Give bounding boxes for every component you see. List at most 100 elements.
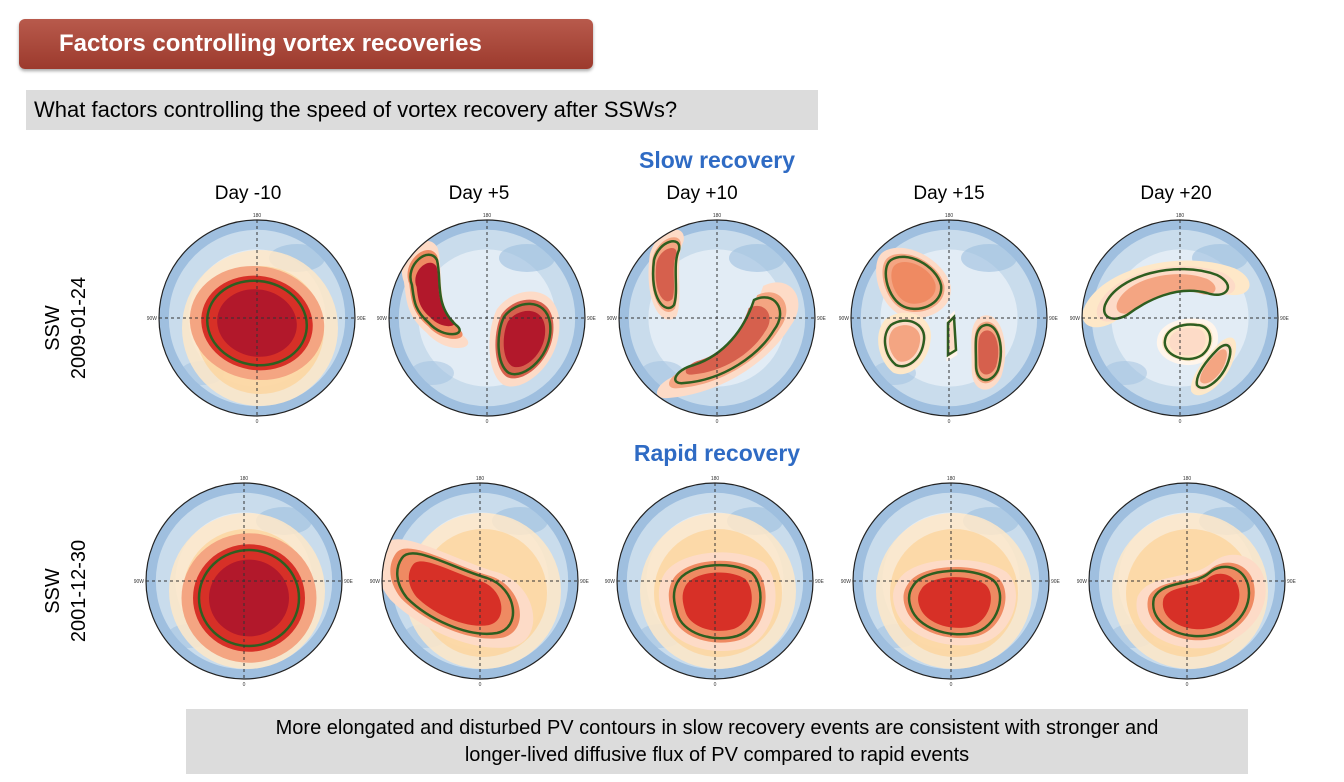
pv-fill [891, 262, 936, 304]
axis-label-left: 90W [1070, 316, 1081, 322]
axis-label-left: 90W [134, 579, 145, 585]
pv-fill [685, 305, 770, 375]
axis-label-right: 90E [1287, 579, 1297, 585]
row-label-rapid-line1: SSW [42, 568, 64, 614]
axis-label-top: 180 [1176, 213, 1185, 219]
map-boundary [388, 219, 586, 417]
pv-fill [1200, 349, 1227, 384]
axis-label-left: 90W [841, 579, 852, 585]
map-slow-day-minus10: 180 0 90W 90E [144, 205, 370, 431]
pv-contour [1163, 323, 1212, 361]
row-label-slow-line1: SSW [42, 305, 64, 351]
map-boundary [145, 482, 343, 680]
map-background [410, 361, 454, 385]
pv-contour [409, 253, 461, 336]
map-background [499, 244, 555, 272]
pv-contour [974, 323, 1003, 382]
row-label-slow: SSW 2009-01-24 [40, 248, 92, 408]
map-boundary [618, 219, 816, 417]
pv-contour [651, 240, 681, 310]
question-text: What factors controlling the speed of vo… [34, 97, 678, 122]
axis-label-left: 90W [147, 316, 158, 322]
pv-contour [205, 279, 309, 367]
polar-map: 180 0 90W 90E [839, 213, 1059, 425]
axis-label-right: 90E [357, 316, 367, 322]
row-label-rapid: SSW 2001-12-30 [40, 511, 92, 671]
axis-label-top: 180 [945, 213, 954, 219]
polar-map: 180 0 90W 90E [147, 213, 367, 425]
axis-label-top: 180 [1183, 476, 1192, 482]
pv-fill [655, 247, 677, 302]
map-boundary [616, 482, 814, 680]
conclusion-box: More elongated and disturbed PV contours… [186, 709, 1248, 774]
map-rapid-day-plus15: 180 0 90W 90E [838, 468, 1064, 694]
conclusion-line1: More elongated and disturbed PV contours… [275, 716, 1159, 739]
axis-label-bottom: 0 [1186, 682, 1189, 688]
map-rapid-day-minus10: 180 0 90W 90E [131, 468, 357, 694]
pv-fill [918, 577, 991, 628]
axis-label-bottom: 0 [714, 682, 717, 688]
pv-contour [1151, 565, 1251, 638]
axis-label-left: 90W [370, 579, 381, 585]
pv-contour [674, 296, 782, 385]
axis-label-right: 90E [344, 579, 354, 585]
axis-label-top: 180 [711, 476, 720, 482]
axis-label-left: 90W [839, 316, 850, 322]
map-boundary [1081, 219, 1279, 417]
day-label-plus15: Day +15 [913, 183, 985, 204]
map-background [729, 244, 785, 272]
day-label-plus10: Day +10 [666, 183, 738, 204]
polar-map: 180 0 90W 90E [607, 213, 827, 425]
slow-recovery-title: Slow recovery [639, 147, 795, 173]
map-boundary [852, 482, 1050, 680]
axis-label-top: 180 [240, 476, 249, 482]
axis-label-bottom: 0 [486, 419, 489, 425]
pv-contour [884, 255, 943, 311]
map-boundary [850, 219, 1048, 417]
axis-label-top: 180 [253, 213, 262, 219]
pv-contour [883, 319, 926, 368]
axis-label-left: 90W [607, 316, 618, 322]
conclusion-line2: longer-lived diffusive flux of PV compar… [464, 743, 970, 766]
title-banner: Factors controlling vortex recoveries [19, 19, 593, 69]
map-slow-day-plus20: 180 0 90W 90E [1067, 205, 1293, 431]
pv-contour [672, 563, 762, 640]
row-label-rapid-line2: 2001-12-30 [68, 539, 90, 643]
pv-contour [197, 548, 301, 648]
pv-fill [888, 325, 921, 362]
axis-label-top: 180 [713, 213, 722, 219]
axis-label-right: 90E [1049, 316, 1059, 322]
axis-label-left: 90W [605, 579, 616, 585]
pv-fill [682, 572, 752, 631]
axis-label-bottom: 0 [479, 682, 482, 688]
question-box: What factors controlling the speed of vo… [26, 90, 818, 130]
pv-fill [408, 561, 502, 626]
axis-label-bottom: 0 [256, 419, 259, 425]
map-slow-day-plus10: 180 0 90W 90E [604, 205, 830, 431]
pv-fill [503, 310, 546, 368]
pv-fill [1169, 327, 1206, 356]
map-background [1103, 361, 1147, 385]
map-rapid-day-plus10: 180 0 90W 90E [602, 468, 828, 694]
pv-fill [209, 559, 289, 637]
axis-label-bottom: 0 [716, 419, 719, 425]
axis-label-bottom: 0 [243, 682, 246, 688]
pv-contour [907, 569, 1002, 636]
row-label-slow-line2: 2009-01-24 [68, 276, 90, 380]
axis-label-right: 90E [1280, 316, 1290, 322]
axis-label-bottom: 0 [948, 419, 951, 425]
day-label-plus5: Day +5 [448, 183, 510, 204]
map-rapid-day-plus5: 180 0 90W 90E [367, 468, 593, 694]
day-label-plus20: Day +20 [1140, 183, 1212, 204]
axis-label-right: 90E [1051, 579, 1061, 585]
map-boundary [1088, 482, 1286, 680]
axis-label-bottom: 0 [950, 682, 953, 688]
polar-map: 180 0 90W 90E [841, 476, 1061, 688]
pv-contour [946, 314, 958, 358]
polar-map: 180 0 90W 90E [134, 476, 354, 688]
axis-label-bottom: 0 [1179, 419, 1182, 425]
pv-contour [396, 552, 515, 636]
polar-map: 180 0 90W 90E [1077, 476, 1297, 688]
axis-label-top: 180 [947, 476, 956, 482]
map-slow-day-plus15: 180 0 90W 90E [836, 205, 1062, 431]
